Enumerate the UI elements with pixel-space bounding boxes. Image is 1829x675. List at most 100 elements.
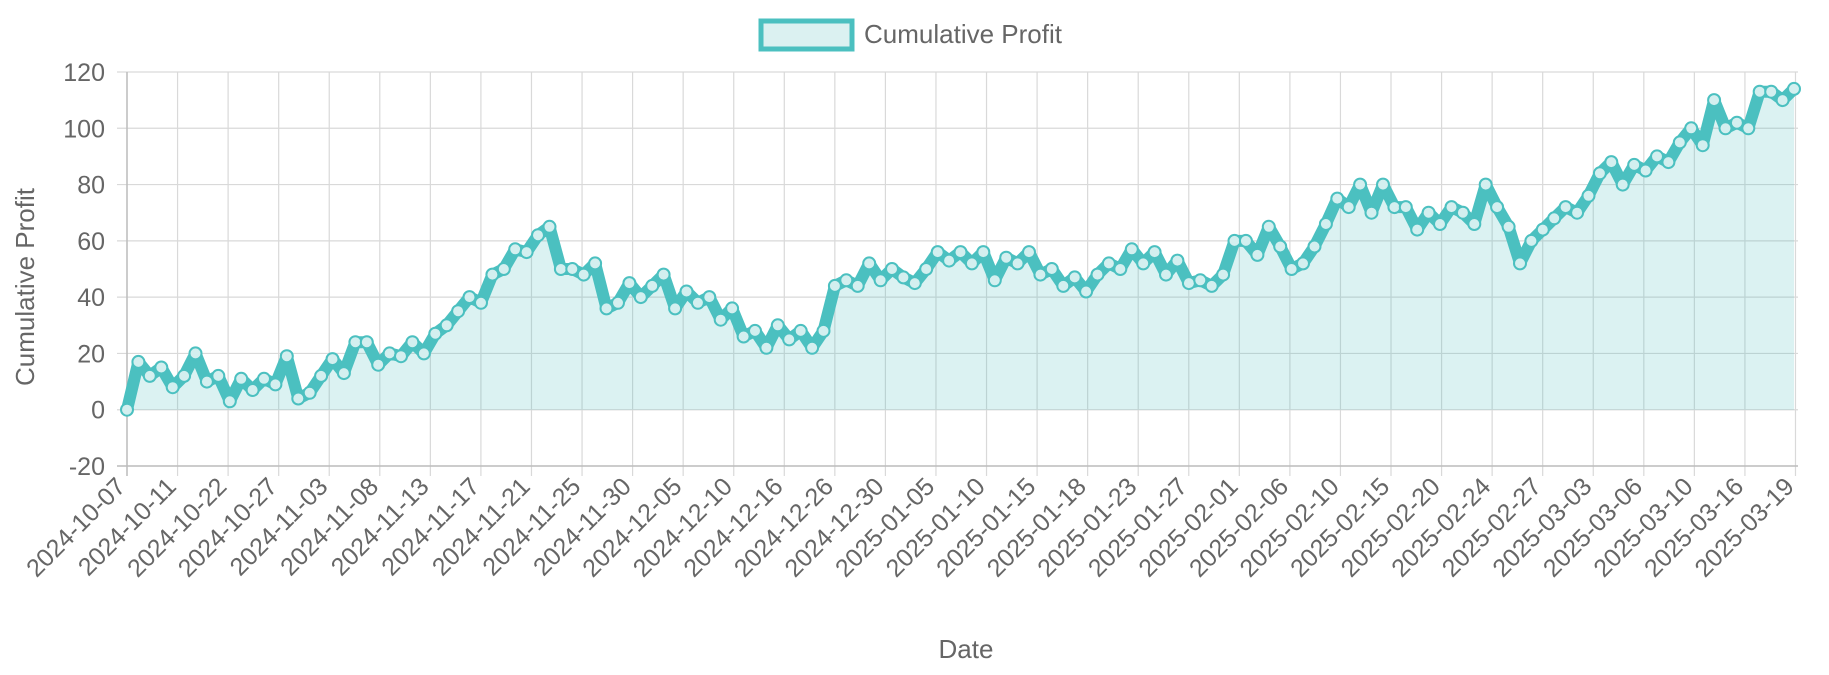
- data-point[interactable]: [1478, 177, 1493, 192]
- data-point[interactable]: [211, 368, 226, 383]
- data-point[interactable]: [1296, 256, 1310, 271]
- data-point[interactable]: [1353, 177, 1368, 192]
- data-point[interactable]: [1307, 239, 1322, 254]
- data-point[interactable]: [1650, 149, 1664, 164]
- data-point[interactable]: [188, 346, 203, 361]
- data-point[interactable]: [462, 290, 477, 305]
- data-point[interactable]: [394, 349, 408, 364]
- data-point[interactable]: [1147, 245, 1162, 260]
- data-point[interactable]: [611, 295, 625, 310]
- data-point[interactable]: [725, 301, 740, 316]
- data-point[interactable]: [1318, 217, 1333, 231]
- data-point[interactable]: [291, 391, 306, 406]
- data-point[interactable]: [1707, 93, 1722, 108]
- data-point[interactable]: [1513, 256, 1527, 271]
- data-point[interactable]: [542, 219, 557, 234]
- data-point[interactable]: [1638, 163, 1653, 178]
- data-point[interactable]: [1261, 219, 1276, 234]
- data-point[interactable]: [1284, 262, 1299, 276]
- data-point[interactable]: [1159, 267, 1173, 282]
- data-point[interactable]: [474, 295, 488, 310]
- data-point[interactable]: [1558, 200, 1573, 215]
- data-point[interactable]: [1250, 247, 1265, 262]
- data-point[interactable]: [748, 323, 762, 338]
- data-point[interactable]: [1044, 262, 1059, 276]
- data-point[interactable]: [668, 301, 683, 316]
- data-point[interactable]: [1010, 256, 1025, 271]
- data-point[interactable]: [1238, 233, 1253, 248]
- data-point[interactable]: [1056, 278, 1071, 293]
- data-point[interactable]: [222, 394, 237, 409]
- data-point[interactable]: [1410, 222, 1425, 237]
- data-point[interactable]: [690, 295, 705, 310]
- data-point[interactable]: [154, 360, 169, 375]
- data-point[interactable]: [382, 346, 397, 361]
- data-point[interactable]: [770, 318, 785, 333]
- data-point[interactable]: [656, 267, 671, 282]
- data-point[interactable]: [873, 273, 888, 288]
- data-point[interactable]: [1101, 256, 1116, 271]
- data-point[interactable]: [1364, 205, 1379, 220]
- data-point[interactable]: [759, 340, 774, 355]
- data-point[interactable]: [1627, 157, 1642, 172]
- data-point[interactable]: [439, 318, 454, 333]
- data-point[interactable]: [1661, 155, 1676, 170]
- data-point[interactable]: [325, 352, 340, 367]
- data-point[interactable]: [1547, 211, 1562, 226]
- data-point[interactable]: [496, 262, 511, 276]
- data-point[interactable]: [1273, 239, 1288, 254]
- data-point[interactable]: [336, 366, 351, 381]
- data-point[interactable]: [1079, 284, 1094, 299]
- data-point[interactable]: [165, 380, 180, 395]
- data-point[interactable]: [416, 346, 431, 361]
- data-point[interactable]: [428, 326, 443, 341]
- data-point[interactable]: [679, 284, 694, 299]
- data-point[interactable]: [953, 245, 968, 260]
- data-point[interactable]: [1376, 177, 1390, 192]
- data-point[interactable]: [1433, 217, 1447, 231]
- data-point[interactable]: [1775, 93, 1790, 108]
- data-point[interactable]: [1421, 205, 1436, 220]
- data-point[interactable]: [1022, 245, 1036, 260]
- data-point[interactable]: [782, 332, 797, 347]
- data-point[interactable]: [1136, 256, 1151, 271]
- data-point[interactable]: [451, 304, 466, 319]
- data-point[interactable]: [633, 290, 648, 305]
- data-point[interactable]: [999, 250, 1014, 265]
- data-point[interactable]: [1330, 191, 1345, 206]
- data-point[interactable]: [1581, 188, 1596, 203]
- data-point[interactable]: [1181, 276, 1196, 291]
- data-point[interactable]: [234, 371, 249, 386]
- data-point[interactable]: [576, 267, 591, 282]
- data-point[interactable]: [120, 402, 134, 417]
- data-point[interactable]: [1033, 267, 1048, 282]
- data-point[interactable]: [1204, 278, 1219, 293]
- data-point[interactable]: [885, 262, 899, 276]
- data-point[interactable]: [1216, 267, 1231, 282]
- data-point[interactable]: [1524, 233, 1539, 248]
- data-point[interactable]: [1718, 121, 1733, 136]
- data-point[interactable]: [862, 256, 877, 271]
- data-point[interactable]: [919, 262, 934, 276]
- data-point[interactable]: [736, 329, 751, 344]
- data-point[interactable]: [599, 301, 614, 316]
- data-point[interactable]: [1729, 115, 1744, 130]
- data-point[interactable]: [839, 273, 854, 288]
- data-point[interactable]: [1398, 200, 1413, 215]
- data-point[interactable]: [1684, 121, 1699, 136]
- data-point[interactable]: [279, 349, 294, 364]
- data-point[interactable]: [976, 245, 991, 260]
- data-point[interactable]: [245, 383, 260, 397]
- data-point[interactable]: [805, 340, 820, 355]
- data-point[interactable]: [1124, 242, 1139, 257]
- data-point[interactable]: [1113, 262, 1128, 276]
- data-point[interactable]: [531, 228, 545, 243]
- data-point[interactable]: [907, 276, 922, 291]
- data-point[interactable]: [1604, 155, 1619, 170]
- data-point[interactable]: [1341, 200, 1356, 215]
- data-point[interactable]: [1695, 138, 1710, 153]
- data-point[interactable]: [1090, 267, 1105, 282]
- data-point[interactable]: [142, 368, 157, 383]
- data-point[interactable]: [1615, 177, 1630, 192]
- data-point[interactable]: [1672, 135, 1687, 150]
